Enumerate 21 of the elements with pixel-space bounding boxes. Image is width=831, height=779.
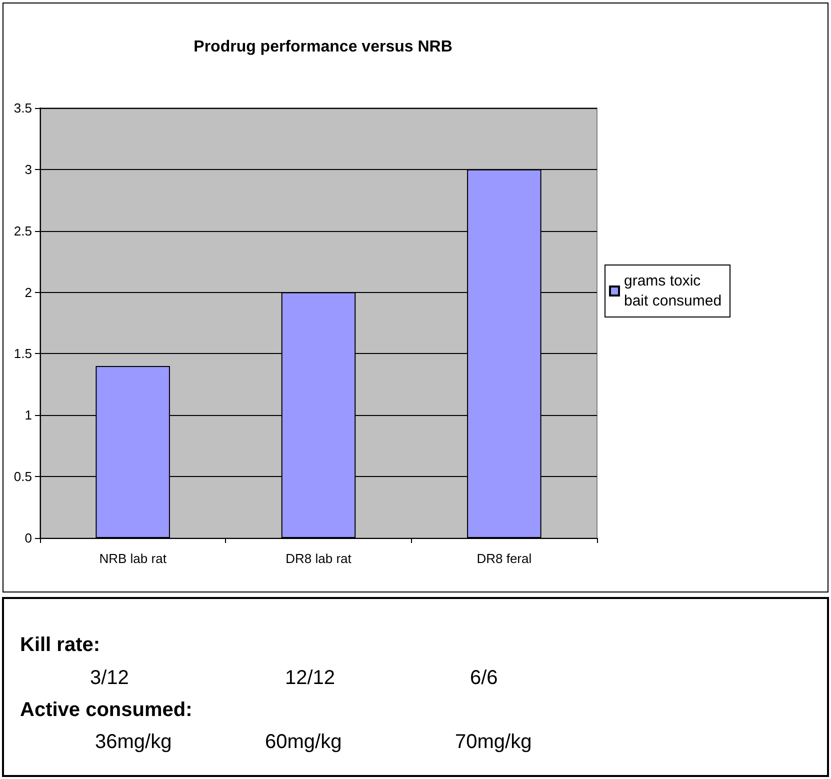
y-tick-label: 2.5 <box>14 223 32 238</box>
text: 70mg/kg <box>455 731 532 753</box>
y-tick-label: 0.5 <box>14 469 32 484</box>
y-tick-label: 3.5 <box>14 100 32 116</box>
y-tick-label: 3 <box>24 162 32 177</box>
text: 60mg/kg <box>265 731 342 753</box>
legend-label: grams toxic bait consumed <box>624 272 722 310</box>
text: 6/6 <box>470 667 498 689</box>
text: Active consumed: <box>20 699 192 721</box>
x-tick-label: NRB lab rat <box>99 551 167 566</box>
text: 12/12 <box>285 667 336 689</box>
text: 36mg/kg <box>95 731 172 753</box>
y-tick-label: 0 <box>24 530 32 546</box>
text: Kill rate: <box>20 634 100 656</box>
y-tick-label: 1 <box>24 408 32 423</box>
y-tick-label: 2 <box>24 284 32 300</box>
y-tick-label: 1.5 <box>14 346 32 362</box>
x-tick-label: DR8 lab rat <box>286 551 352 566</box>
chart-title: Prodrug performance versus NRB <box>194 38 452 56</box>
text: 3/12 <box>90 667 129 689</box>
x-tick-label: DR8 feral <box>476 551 532 566</box>
